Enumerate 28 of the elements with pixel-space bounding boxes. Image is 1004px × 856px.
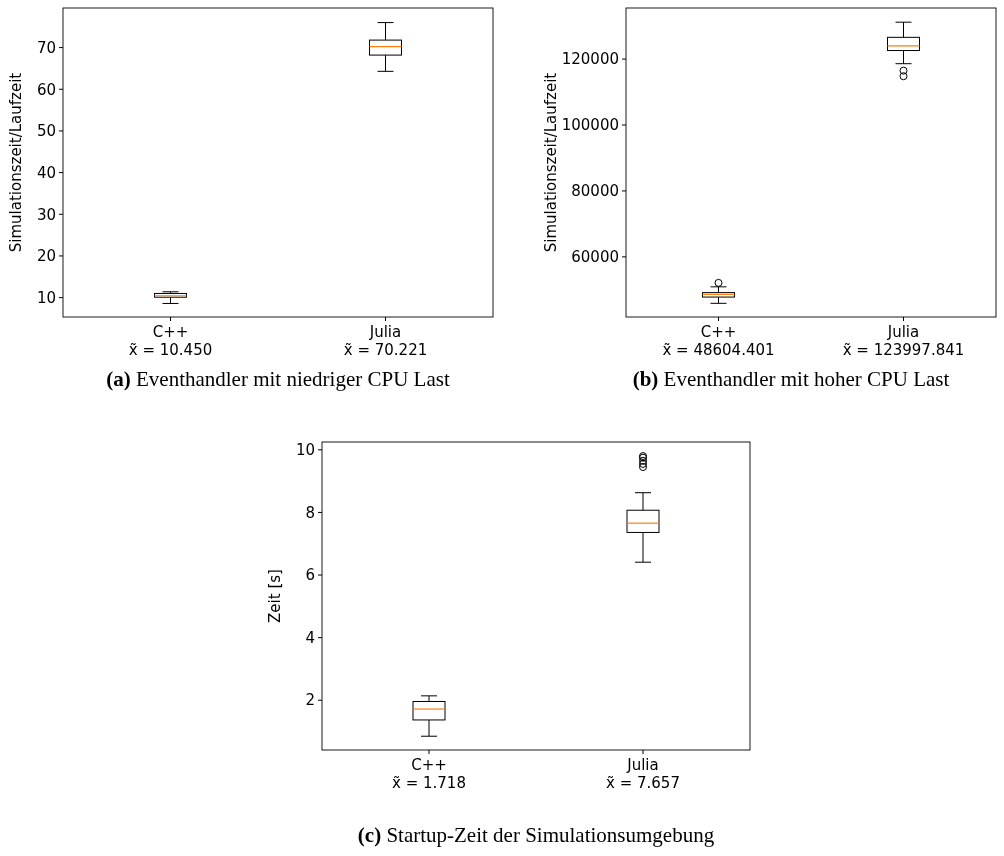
- y-axis-title: Zeit [s]: [266, 569, 284, 623]
- y-tick-label: 20: [36, 247, 56, 266]
- y-tick-label: 60: [36, 80, 56, 99]
- y-tick-label: 120000: [561, 50, 619, 69]
- x-tick-label: C++ x̃ = 1.718: [392, 756, 466, 792]
- x-tick-label: C++ x̃ = 10.450: [128, 323, 213, 359]
- y-axis-title: Simulationszeit/Laufzeit: [542, 72, 560, 253]
- y-tick-label: 40: [36, 163, 56, 182]
- y-tick-label: 8: [305, 503, 315, 522]
- y-tick-label: 4: [305, 628, 315, 647]
- y-tick-label: 10: [295, 441, 315, 460]
- y-tick-label: 60000: [571, 248, 619, 267]
- y-tick-label: 100000: [561, 116, 619, 135]
- text: (b) Eventhandler mit hoher CPU Last: [632, 367, 950, 391]
- text: (c) Startup-Zeit der Simulationsumgebung: [357, 823, 715, 847]
- x-tick-label: C++ x̃ = 48604.401: [662, 323, 775, 359]
- y-tick-label: 6: [305, 566, 315, 585]
- x-tick-label: Julia x̃ = 7.657: [606, 756, 680, 792]
- text: (a) Eventhandler mit niedriger CPU Last: [106, 367, 450, 391]
- y-tick-label: 10: [36, 288, 56, 307]
- y-axis-title: Simulationszeit/Laufzeit: [7, 72, 25, 253]
- y-tick-label: 80000: [571, 182, 619, 201]
- x-tick-label: Julia x̃ = 70.221: [343, 323, 428, 359]
- x-tick-label: Julia x̃ = 123997.841: [842, 323, 965, 359]
- y-tick-label: 70: [36, 38, 56, 57]
- y-tick-label: 2: [305, 691, 315, 710]
- y-tick-label: 30: [36, 205, 56, 224]
- y-tick-label: 50: [36, 122, 56, 141]
